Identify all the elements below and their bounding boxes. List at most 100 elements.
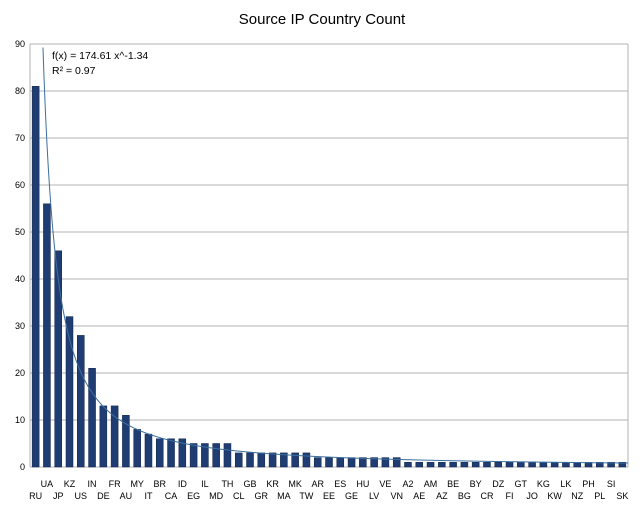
- bar: [392, 457, 401, 468]
- x-tick-label: AR: [311, 479, 324, 489]
- x-tick-label: AZ: [436, 491, 448, 501]
- y-tick-label: 40: [15, 274, 25, 284]
- x-tick-label: TH: [221, 479, 233, 489]
- x-tick-label: BE: [447, 479, 459, 489]
- x-tick-label: KR: [266, 479, 279, 489]
- bar: [167, 438, 175, 468]
- bar: [550, 462, 559, 468]
- bar: [359, 457, 367, 468]
- bar: [178, 438, 187, 468]
- x-tick-label: CL: [233, 491, 245, 501]
- bar: [618, 462, 627, 468]
- x-tick-label: US: [75, 491, 88, 501]
- bar: [156, 438, 164, 468]
- x-tick-label: UA: [41, 479, 54, 489]
- trendline-r-squared: R² = 0.97: [52, 65, 96, 77]
- bar: [54, 250, 62, 468]
- x-tick-label: GB: [244, 479, 257, 489]
- bar: [212, 443, 220, 468]
- x-tick-label: JO: [526, 491, 538, 501]
- bar: [415, 462, 424, 468]
- x-tick-label: GT: [515, 479, 528, 489]
- x-tick-label: FI: [506, 491, 514, 501]
- x-tick-label: PH: [582, 479, 595, 489]
- bar: [291, 452, 299, 468]
- y-tick-label: 50: [15, 227, 25, 237]
- x-tick-label: IN: [88, 479, 97, 489]
- x-tick-label: TW: [299, 491, 313, 501]
- bar: [144, 433, 153, 468]
- bar: [280, 452, 288, 468]
- grid-lines: [29, 43, 629, 468]
- x-tick-label: KW: [547, 491, 562, 501]
- x-tick-label: AE: [413, 491, 425, 501]
- x-tick-label: ID: [178, 479, 188, 489]
- x-tick-label: SK: [616, 491, 628, 501]
- bar: [122, 415, 130, 468]
- bar: [65, 316, 74, 468]
- bar: [234, 452, 243, 468]
- x-tick-label: MD: [209, 491, 223, 501]
- bar: [99, 405, 108, 468]
- x-tick-label: BY: [470, 479, 482, 489]
- bar: [426, 462, 435, 468]
- x-tick-label: KG: [537, 479, 550, 489]
- y-tick-label: 70: [15, 133, 25, 143]
- x-tick-label: BG: [458, 491, 471, 501]
- bar: [370, 457, 378, 468]
- x-tick-label: KZ: [64, 479, 76, 489]
- y-tick-label: 10: [15, 415, 25, 425]
- x-tick-label: VE: [379, 479, 391, 489]
- x-tick-label: SI: [607, 479, 616, 489]
- bar: [31, 86, 40, 468]
- x-tick-label: PL: [594, 491, 605, 501]
- x-tick-label: EG: [187, 491, 200, 501]
- x-tick-label: GR: [255, 491, 269, 501]
- y-tick-label: 0: [20, 462, 25, 472]
- x-tick-label: AM: [424, 479, 438, 489]
- x-tick-label: BR: [153, 479, 166, 489]
- bar: [110, 405, 119, 468]
- bars: [31, 86, 627, 468]
- bar: [257, 452, 266, 468]
- bar: [77, 335, 85, 468]
- x-tick-label: MY: [130, 479, 144, 489]
- x-tick-label: CA: [165, 491, 178, 501]
- bar: [562, 462, 570, 468]
- x-tick-label: EE: [323, 491, 335, 501]
- bar: [505, 462, 514, 468]
- x-tick-label: DE: [97, 491, 110, 501]
- bar: [460, 462, 469, 468]
- x-tick-label: DZ: [492, 479, 504, 489]
- bar: [517, 462, 525, 468]
- bar: [494, 462, 502, 468]
- bar: [313, 457, 322, 468]
- bar: [539, 462, 548, 468]
- bar: [404, 462, 412, 468]
- bar: [607, 462, 615, 468]
- x-tick-label: MK: [288, 479, 302, 489]
- bar: [189, 443, 198, 468]
- y-tick-label: 90: [15, 39, 25, 49]
- x-tick-label: CR: [480, 491, 493, 501]
- x-tick-label: LV: [369, 491, 379, 501]
- bar: [381, 457, 390, 468]
- x-tick-label: IL: [201, 479, 209, 489]
- x-tick-label: NZ: [571, 491, 583, 501]
- x-tick-label: AU: [120, 491, 133, 501]
- bar: [133, 429, 141, 468]
- bar: [201, 443, 209, 468]
- bar: [449, 462, 457, 468]
- trendline: [42, 47, 629, 464]
- x-tick-label: RU: [29, 491, 42, 501]
- bar: [302, 452, 311, 468]
- x-tick-label: JP: [53, 491, 64, 501]
- x-tick-label: GE: [345, 491, 358, 501]
- y-tick-label: 80: [15, 86, 25, 96]
- bar: [347, 457, 356, 468]
- bar: [336, 457, 345, 468]
- bar: [43, 203, 51, 468]
- bar: [88, 368, 96, 468]
